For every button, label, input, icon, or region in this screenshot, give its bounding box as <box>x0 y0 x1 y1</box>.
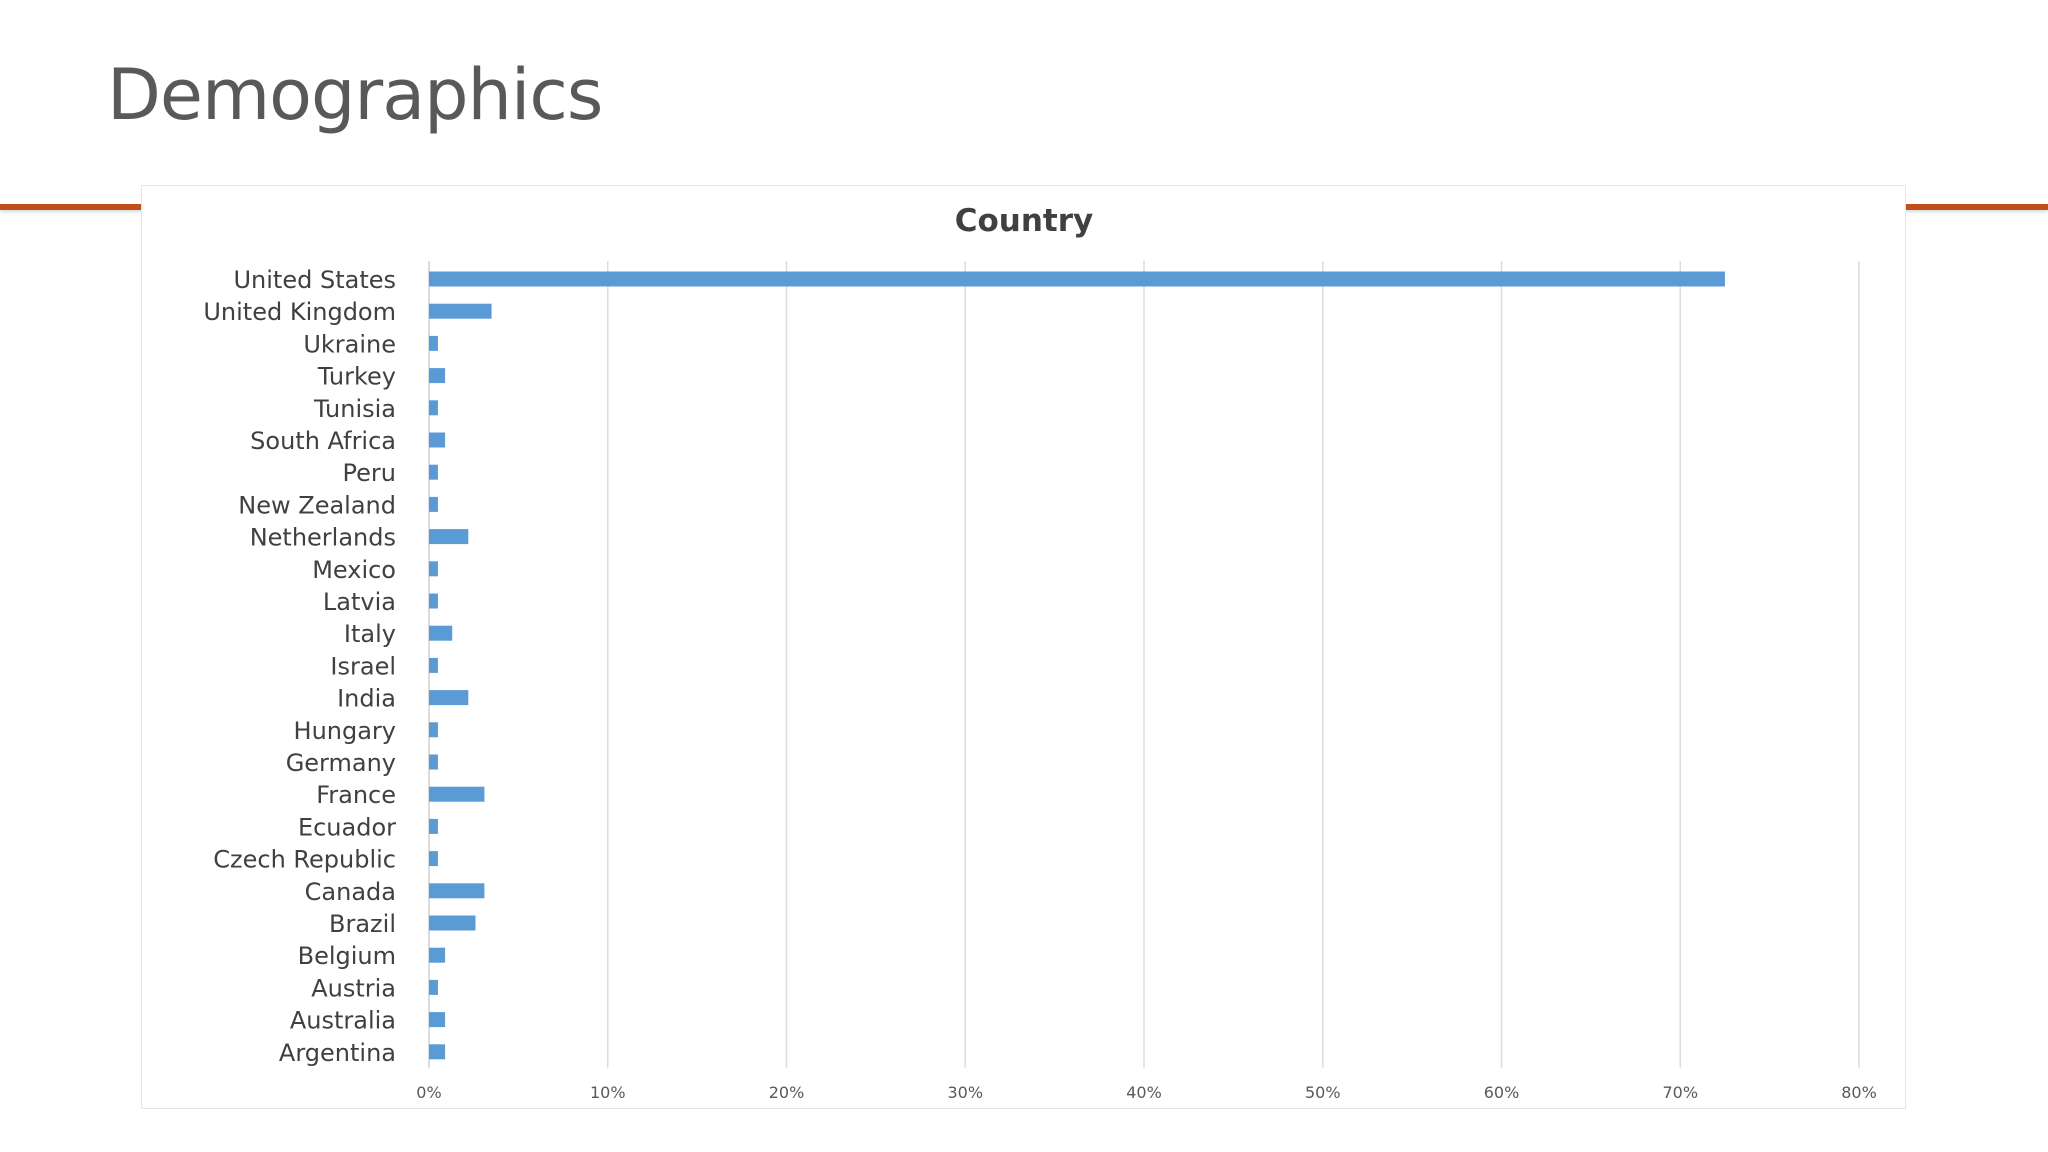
accent-line-right <box>1905 204 2048 210</box>
bar <box>429 883 485 899</box>
x-tick-label: 80% <box>1841 1083 1877 1102</box>
bar <box>429 400 438 416</box>
category-label: Latvia <box>323 588 396 616</box>
chart-frame: Country United States United Kingdom Ukrai… <box>141 185 1906 1109</box>
category-label: United States <box>233 266 396 294</box>
category-label: Austria <box>311 974 396 1002</box>
bar <box>429 561 438 577</box>
bar <box>429 432 446 448</box>
category-labels: United States United Kingdom Ukraine Turkey… <box>203 266 396 1067</box>
x-tick-label: 40% <box>1126 1083 1162 1102</box>
x-tick-label: 60% <box>1484 1083 1520 1102</box>
category-label: Czech Republic <box>213 846 396 874</box>
category-label: United Kingdom <box>203 298 396 326</box>
category-label: Mexico <box>312 556 396 584</box>
category-label: Tunisia <box>313 395 396 423</box>
category-label: Argentina <box>279 1039 396 1067</box>
bar <box>429 271 1725 287</box>
x-tick-label: 30% <box>947 1083 983 1102</box>
category-label: Italy <box>344 620 396 648</box>
x-tick-label: 50% <box>1305 1083 1341 1102</box>
bar <box>429 464 438 480</box>
bar <box>429 335 438 351</box>
slide-title: Demographics <box>107 54 603 136</box>
bar <box>429 979 438 995</box>
bar <box>429 593 438 609</box>
x-tick-label: 20% <box>769 1083 805 1102</box>
gridlines <box>428 261 1860 1068</box>
x-tick-label: 70% <box>1662 1083 1698 1102</box>
bars <box>429 271 1725 1060</box>
bar <box>429 851 438 867</box>
category-label: Canada <box>305 878 396 906</box>
category-label: New Zealand <box>238 491 396 519</box>
bar <box>429 496 438 512</box>
category-label: Hungary <box>294 717 396 745</box>
category-label: Ukraine <box>303 330 396 358</box>
bar <box>429 529 469 545</box>
category-label: Netherlands <box>250 524 396 552</box>
category-label: Peru <box>343 459 396 487</box>
bar <box>429 368 446 384</box>
bar <box>429 1012 446 1028</box>
category-label: Australia <box>290 1007 396 1035</box>
bar <box>429 1044 446 1060</box>
country-bar-chart: Country United States United Kingdom Ukrai… <box>203 203 1876 1102</box>
bar <box>429 303 492 319</box>
x-tick-label: 10% <box>590 1083 626 1102</box>
category-label: Israel <box>330 652 396 680</box>
category-label: Belgium <box>298 942 396 970</box>
x-tick-label: 0% <box>416 1083 441 1102</box>
category-label: Germany <box>286 749 396 777</box>
chart-title: Country <box>955 203 1094 239</box>
bar <box>429 625 453 641</box>
category-label: South Africa <box>250 427 396 455</box>
category-label: India <box>337 685 396 713</box>
bar <box>429 947 446 963</box>
category-label: Turkey <box>317 363 396 391</box>
category-label: Brazil <box>329 910 396 938</box>
bar <box>429 915 476 931</box>
bar <box>429 818 438 834</box>
bar <box>429 690 469 706</box>
bar <box>429 754 438 770</box>
x-axis-ticks: 0% 10% 20% 30% 40% 50% 60% 70% 80% <box>416 1083 1876 1102</box>
category-label: Ecuador <box>298 813 396 841</box>
bar <box>429 657 438 673</box>
accent-line-left <box>0 204 145 210</box>
bar <box>429 786 485 802</box>
category-label: France <box>316 781 396 809</box>
bar <box>429 722 438 738</box>
